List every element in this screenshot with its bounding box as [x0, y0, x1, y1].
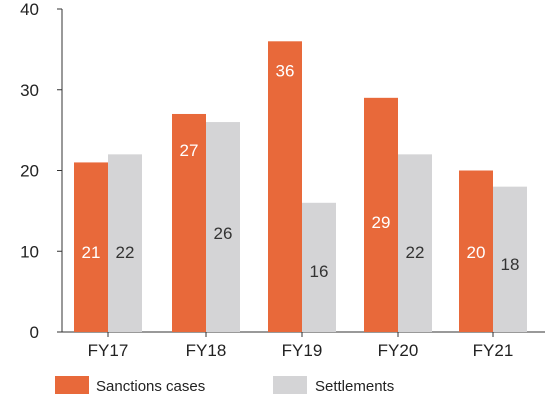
data-label-sanctions-cases: 36 [276, 61, 295, 80]
bar-sanctions-cases [364, 97, 398, 332]
data-label-settlements: 22 [406, 243, 425, 262]
bar-sanctions-cases [268, 41, 302, 333]
x-tick-label: FY20 [378, 341, 419, 360]
y-tick-label: 10 [20, 242, 39, 261]
data-labels: 21 27 36 29 20 22 26 16 22 18 [82, 61, 520, 281]
data-label-sanctions-cases: 20 [467, 243, 486, 262]
data-label-settlements: 16 [310, 262, 329, 281]
data-label-sanctions-cases: 27 [180, 141, 199, 160]
x-tick-label: FY17 [88, 341, 129, 360]
y-tick-label: 40 [20, 0, 39, 19]
data-label-sanctions-cases: 29 [372, 213, 391, 232]
legend-label: Sanctions cases [96, 378, 205, 395]
bar-settlements [493, 186, 527, 332]
bar-settlements [206, 122, 240, 332]
legend-swatch [273, 376, 307, 394]
x-tick-label: FY21 [473, 341, 514, 360]
y-tick-label: 30 [20, 81, 39, 100]
x-tick-label: FY18 [186, 341, 227, 360]
bar-sanctions-cases [459, 170, 493, 332]
bar-settlements [398, 154, 432, 332]
bar-settlements [108, 154, 142, 332]
legend-swatch [55, 376, 89, 394]
bar-sanctions-cases [172, 113, 206, 332]
data-label-sanctions-cases: 21 [82, 243, 101, 262]
data-label-settlements: 18 [501, 255, 520, 274]
axes: 0 10 20 30 40 FY17 FY18 FY19 FY20 FY21 [20, 0, 545, 360]
bar-settlements [302, 202, 336, 332]
data-label-settlements: 26 [214, 224, 233, 243]
bar-sanctions-cases [74, 162, 108, 332]
bars [74, 41, 527, 333]
legend-label: Settlements [315, 378, 394, 395]
legend: Sanctions cases Settlements [55, 376, 394, 395]
y-tick-label: 0 [30, 323, 39, 342]
data-label-settlements: 22 [116, 243, 135, 262]
y-tick-label: 20 [20, 162, 39, 181]
x-tick-label: FY19 [282, 341, 323, 360]
